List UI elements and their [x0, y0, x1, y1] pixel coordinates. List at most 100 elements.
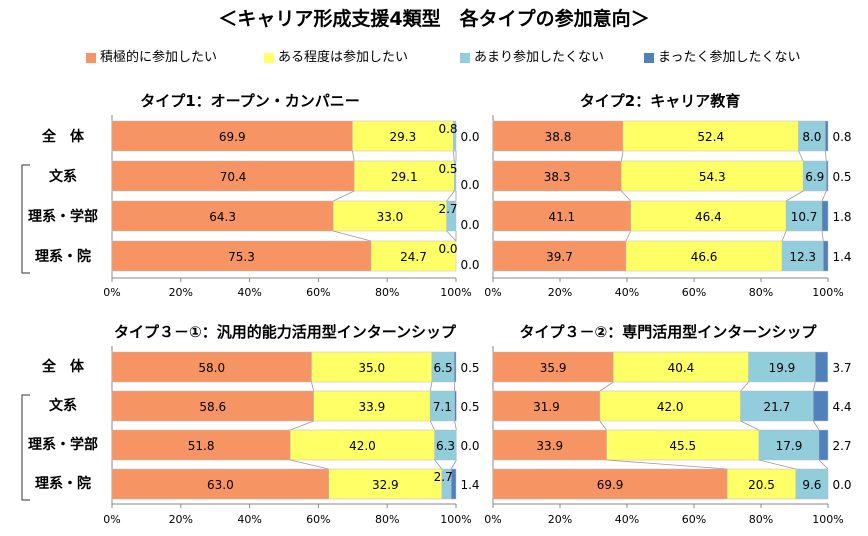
data-label: 21.7	[764, 400, 791, 414]
legend-label: まったく参加したくない	[658, 50, 801, 65]
data-label: 0.5	[460, 400, 479, 414]
data-label: 54.3	[699, 170, 726, 184]
data-label: 12.3	[789, 250, 816, 264]
data-label: 31.9	[533, 400, 560, 414]
bar-segment	[818, 429, 829, 461]
x-tick-label: 40%	[237, 513, 261, 526]
bar-segment	[785, 200, 823, 232]
data-label: 1.4	[832, 250, 851, 264]
x-tick-label: 40%	[615, 513, 639, 526]
data-label: 0.0	[438, 242, 457, 256]
data-label: 32.9	[372, 478, 399, 492]
data-label: 39.7	[546, 250, 573, 264]
bar-segment	[454, 351, 457, 383]
data-label: 0.8	[438, 122, 457, 136]
panel-title: タイプ1：オープン・カンパニー	[140, 92, 360, 110]
category-label-total: 全 体	[42, 129, 84, 145]
data-label: 41.1	[548, 210, 575, 224]
legend-swatch	[460, 53, 470, 63]
series-connector	[621, 190, 631, 202]
bar-segment	[492, 429, 607, 461]
data-label: 42.0	[657, 400, 684, 414]
data-label: 38.8	[545, 130, 572, 144]
bar-segment	[825, 120, 829, 152]
bar-segment	[492, 351, 614, 383]
series-connector	[740, 420, 760, 431]
bar-segment	[450, 468, 457, 500]
legend-label: ある程度は参加したい	[278, 50, 409, 65]
x-tick-label: 0%	[484, 286, 501, 299]
bar-segment	[111, 120, 353, 152]
data-label: 9.6	[802, 478, 821, 492]
series-connector	[798, 150, 804, 162]
legend-swatch	[644, 53, 654, 63]
series-connector	[818, 459, 829, 470]
series-connector	[599, 381, 614, 392]
data-label: 29.3	[389, 130, 416, 144]
x-tick-label: 20%	[169, 513, 193, 526]
series-connector	[290, 420, 314, 431]
data-label: 6.5	[434, 361, 453, 375]
data-label: 1.4	[460, 478, 479, 492]
x-tick-label: 80%	[749, 513, 773, 526]
bar-segment	[353, 160, 455, 192]
category-label-science-undergrad: 理系・学部	[28, 209, 98, 225]
data-label: 35.9	[540, 361, 567, 375]
data-label: 10.7	[791, 210, 818, 224]
legend-label: あまり参加したくない	[474, 50, 605, 65]
series-connector	[740, 381, 749, 392]
bar-segment	[492, 120, 624, 152]
bar-segment	[434, 429, 457, 461]
x-tick-label: 60%	[306, 513, 330, 526]
x-tick-label: 60%	[682, 286, 706, 299]
data-label: 51.8	[188, 439, 215, 453]
data-label: 1.8	[832, 210, 851, 224]
data-label: 45.5	[669, 439, 696, 453]
data-label: 63.0	[207, 478, 234, 492]
x-tick-label: 60%	[306, 286, 330, 299]
legend-swatch	[86, 53, 96, 63]
bar-segment	[815, 351, 828, 383]
data-label: 2.7	[832, 439, 851, 453]
legend-swatch	[264, 53, 274, 63]
x-tick-label: 20%	[548, 513, 572, 526]
bar-segment	[821, 200, 829, 232]
bar-segment	[813, 390, 829, 422]
series-connector	[352, 150, 355, 162]
x-tick-label: 80%	[375, 286, 399, 299]
data-label: 0.0	[460, 130, 479, 144]
series-connector	[333, 190, 355, 202]
category-label-humanities: 文系	[49, 169, 77, 185]
category-label-science-grad: 理系・院	[35, 476, 91, 492]
category-label-science-undergrad: 理系・学部	[28, 437, 98, 453]
x-tick-label: 80%	[375, 513, 399, 526]
bar-segment	[621, 160, 804, 192]
series-connector	[599, 420, 607, 431]
bar-segment	[781, 240, 824, 272]
data-label: 70.4	[220, 170, 247, 184]
bar-segment	[111, 468, 329, 500]
data-label: 69.9	[219, 130, 246, 144]
group-bracket	[21, 164, 30, 274]
bar-segment	[111, 200, 334, 232]
legend-label: 積極的に参加したい	[100, 50, 218, 65]
bar-segment	[446, 200, 457, 232]
bar-segment	[370, 240, 457, 272]
data-label: 29.1	[391, 170, 418, 184]
bar-segment	[313, 390, 431, 422]
panel-title: タイプ３－②：専門活用型インターンシップ	[520, 323, 818, 341]
series-connector	[454, 420, 457, 431]
x-tick-label: 0%	[103, 286, 120, 299]
series-connector	[446, 230, 457, 242]
bar-segment	[111, 240, 372, 272]
data-label: 4.4	[832, 400, 851, 414]
series-connector	[434, 459, 443, 470]
data-label: 33.9	[359, 400, 386, 414]
data-label: 0.8	[832, 130, 851, 144]
data-label: 6.9	[805, 170, 824, 184]
data-label: 58.0	[198, 361, 225, 375]
series-connector	[333, 230, 372, 242]
panel-title: タイプ2：キャリア教育	[580, 92, 740, 110]
x-tick-label: 20%	[169, 286, 193, 299]
